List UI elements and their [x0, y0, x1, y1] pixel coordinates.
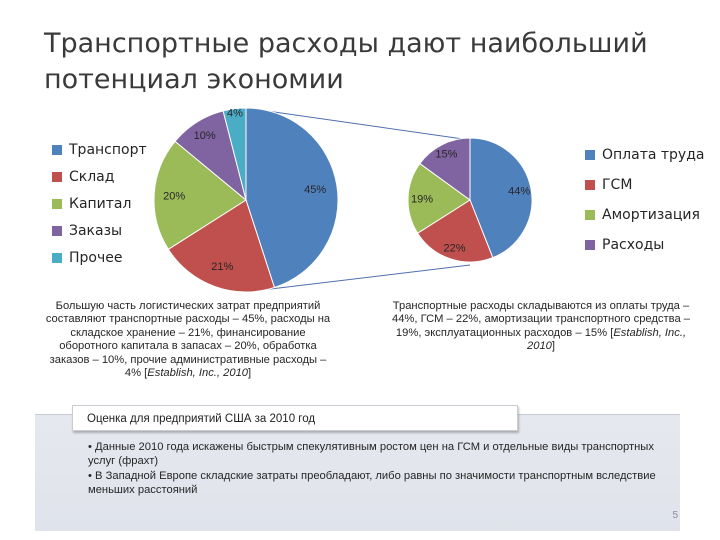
legend-swatch — [52, 198, 62, 209]
legend-item: ГСМ — [585, 170, 704, 200]
pie-slice — [153, 140, 247, 250]
legend-label: Прочее — [69, 249, 123, 266]
caption-transport: Транспортные расходы складываются из опл… — [382, 300, 700, 354]
slice-label: 4% — [227, 108, 243, 120]
pie-slice — [469, 137, 533, 259]
slice-label: 22% — [443, 243, 465, 255]
legend-label: Склад — [69, 168, 115, 185]
legend-logistics: Транспорт Склад Капитал Заказы Прочее — [52, 136, 147, 271]
caption-end: ] — [248, 367, 252, 380]
connector-line-top — [245, 107, 471, 141]
page-number: 5 — [672, 510, 678, 521]
slice-label: 10% — [194, 130, 216, 142]
slice-label: 20% — [163, 191, 185, 203]
legend-item: Транспорт — [52, 136, 147, 163]
slice-label: 45% — [304, 184, 326, 196]
legend-swatch — [585, 150, 595, 160]
caption-citation: Establish, Inc., 2010 — [527, 326, 687, 353]
page-title: Транспортные расходы дают наибольший пот… — [44, 26, 704, 98]
legend-label: Оплата труда — [602, 147, 705, 163]
pie-slice — [407, 162, 471, 234]
legend-item: Оплата труда — [585, 140, 704, 170]
slice-label: 44% — [508, 186, 530, 198]
bullet-item: • Данные 2010 года искажены быстрым спек… — [88, 441, 654, 467]
connector-line-bottom — [245, 264, 471, 293]
pie-slice — [245, 107, 339, 289]
bullet-item: • В Западной Европе складские затраты пр… — [88, 470, 656, 496]
title-line-2: потенциал экономии — [44, 64, 344, 95]
legend-item: Капитал — [52, 190, 147, 217]
slice-label: 19% — [411, 194, 433, 206]
legend-item: Заказы — [52, 217, 147, 244]
slice-label: 15% — [435, 149, 457, 161]
caption-end: ] — [551, 340, 555, 353]
pie-slice — [416, 199, 494, 263]
legend-label: Транспорт — [69, 141, 147, 158]
legend-swatch — [52, 252, 62, 263]
caption-text: Большую часть логистических затрат предп… — [45, 300, 331, 380]
legend-label: Капитал — [69, 195, 132, 212]
slice-label: 21% — [211, 261, 233, 273]
legend-swatch — [52, 225, 62, 236]
summary-box — [35, 414, 680, 531]
summary-heading: Оценка для предприятий США за 2010 год — [72, 405, 518, 431]
pie-chart-logistics: 45% 21% 20% 10% 4% — [153, 107, 339, 293]
legend-swatch — [585, 240, 595, 250]
legend-label: Амортизация — [602, 207, 700, 223]
pie-slice — [222, 107, 247, 201]
legend-item: Амортизация — [585, 200, 704, 230]
legend-transport: Оплата труда ГСМ Амортизация Расходы — [585, 140, 704, 260]
caption-logistics: Большую часть логистических затрат предп… — [40, 300, 336, 380]
legend-item: Расходы — [585, 230, 704, 260]
legend-item: Склад — [52, 163, 147, 190]
pie-chart-transport: 44% 22% 19% 15% — [407, 137, 533, 263]
legend-swatch — [585, 180, 595, 190]
pie-slice — [167, 199, 276, 293]
summary-bullets: • Данные 2010 года искажены быстрым спек… — [88, 440, 678, 498]
legend-swatch — [585, 210, 595, 220]
legend-label: Расходы — [602, 237, 665, 253]
caption-citation: Establish, Inc., 2010 — [147, 367, 249, 380]
pie-slice — [419, 137, 471, 201]
legend-label: ГСМ — [602, 177, 633, 193]
caption-text: Транспортные расходы складываются из опл… — [391, 300, 691, 339]
legend-swatch — [52, 144, 62, 155]
title-line-1: Транспортные расходы дают наибольший — [44, 28, 648, 59]
legend-label: Заказы — [69, 222, 123, 239]
legend-item: Прочее — [52, 244, 147, 271]
legend-swatch — [52, 171, 62, 182]
